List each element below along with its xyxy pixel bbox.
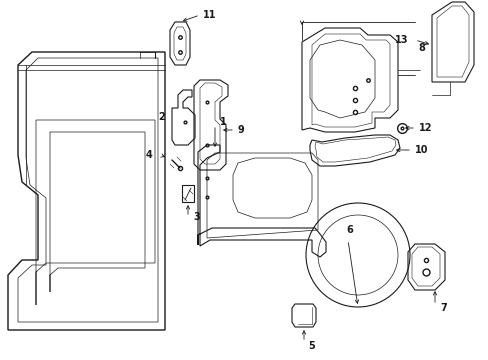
Text: 9: 9 <box>238 125 244 135</box>
Text: 5: 5 <box>307 341 314 351</box>
Text: 6: 6 <box>346 225 353 235</box>
Text: 7: 7 <box>439 303 446 313</box>
Text: 2: 2 <box>158 112 164 122</box>
Text: 10: 10 <box>414 145 427 155</box>
Text: 8: 8 <box>417 43 424 53</box>
Text: 1: 1 <box>220 117 226 127</box>
Text: 12: 12 <box>418 123 431 133</box>
Text: 4: 4 <box>145 150 152 160</box>
Text: 11: 11 <box>203 10 216 20</box>
Text: 13: 13 <box>394 35 407 45</box>
Text: 3: 3 <box>193 212 199 222</box>
